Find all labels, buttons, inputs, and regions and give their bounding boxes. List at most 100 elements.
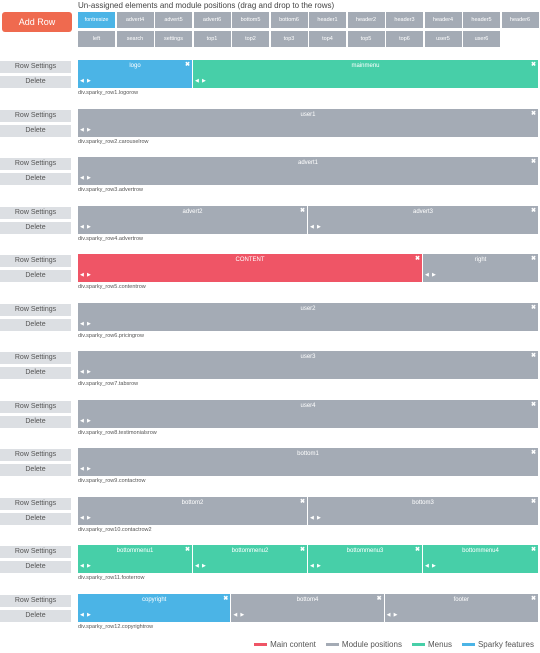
close-icon[interactable]: ✖ xyxy=(530,498,536,505)
module-bottom2[interactable]: bottom2 ✖ ◀ ▶ xyxy=(78,496,307,525)
close-icon[interactable]: ✖ xyxy=(530,207,536,214)
grow-right-icon[interactable]: ▶ xyxy=(202,563,206,569)
module-bottommenu4[interactable]: bottommenu4 ✖ ◀ ▶ xyxy=(423,545,538,573)
module-right[interactable]: right ✖ ◀ ▶ xyxy=(423,254,538,282)
shrink-left-icon[interactable]: ◀ xyxy=(386,611,391,618)
row-delete-button[interactable]: Delete xyxy=(0,367,71,379)
row-settings-button[interactable]: Row Settings xyxy=(0,109,71,122)
grow-right-icon[interactable]: ▶ xyxy=(87,514,91,521)
row-settings-button[interactable]: Row Settings xyxy=(0,255,71,267)
row-settings-button[interactable]: Row Settings xyxy=(0,449,71,461)
grow-right-icon[interactable]: ▶ xyxy=(432,563,436,569)
shrink-left-icon[interactable]: ◀ xyxy=(80,417,84,424)
pool-tile-fontresize[interactable]: fontresize xyxy=(78,12,115,28)
pool-tile-header4[interactable]: header4 xyxy=(424,12,462,28)
shrink-left-icon[interactable]: ◀ xyxy=(80,78,84,84)
close-icon[interactable]: ✖ xyxy=(530,256,536,262)
row-settings-button[interactable]: Row Settings xyxy=(0,497,71,510)
shrink-left-icon[interactable]: ◀ xyxy=(80,514,84,521)
module-bottom1[interactable]: bottom1 ✖ ◀ ▶ xyxy=(78,448,538,476)
module-advert1[interactable]: advert1 ✖ ◀ ▶ xyxy=(78,157,538,185)
pool-tile-header6[interactable]: header6 xyxy=(501,12,539,28)
row-delete-button[interactable]: Delete xyxy=(0,464,71,476)
module-logo[interactable]: logo ✖ ◀ ▶ xyxy=(78,60,192,88)
close-icon[interactable]: ✖ xyxy=(530,450,536,456)
pool-tile-top3[interactable]: top3 xyxy=(270,31,308,47)
module-footer[interactable]: footer ✖ ◀ ▶ xyxy=(384,593,538,622)
module-bottom3[interactable]: bottom3 ✖ ◀ ▶ xyxy=(308,496,538,525)
module-advert2[interactable]: advert2 ✖ ◀ ▶ xyxy=(78,205,307,234)
pool-tile-left[interactable]: left xyxy=(78,31,115,47)
pool-tile-header3[interactable]: header3 xyxy=(386,12,423,28)
pool-tile-header5[interactable]: header5 xyxy=(463,12,500,28)
row-delete-button[interactable]: Delete xyxy=(0,270,71,282)
row-settings-button[interactable]: Row Settings xyxy=(0,61,71,73)
grow-right-icon[interactable]: ▶ xyxy=(240,611,245,618)
pool-tile-settings[interactable]: settings xyxy=(155,31,192,47)
row-settings-button[interactable]: Row Settings xyxy=(0,352,71,364)
pool-tile-top6[interactable]: top6 xyxy=(386,31,423,47)
close-icon[interactable]: ✖ xyxy=(530,401,536,408)
pool-tile-bottom5[interactable]: bottom5 xyxy=(232,12,269,28)
close-icon[interactable]: ✖ xyxy=(530,62,536,68)
module-user1[interactable]: user1 ✖ ◀ ▶ xyxy=(78,108,538,137)
row-delete-button[interactable]: Delete xyxy=(0,512,71,525)
pool-tile-bottom6[interactable]: bottom6 xyxy=(270,12,308,28)
close-icon[interactable]: ✖ xyxy=(414,547,420,553)
row-settings-button[interactable]: Row Settings xyxy=(0,400,71,413)
shrink-left-icon[interactable]: ◀ xyxy=(80,466,84,472)
module-user2[interactable]: user2 ✖ ◀ ▶ xyxy=(78,302,538,331)
grow-right-icon[interactable]: ▶ xyxy=(317,514,321,521)
add-row-button[interactable]: Add Row xyxy=(2,12,72,32)
row-settings-button[interactable]: Row Settings xyxy=(0,206,71,219)
shrink-left-icon[interactable]: ◀ xyxy=(80,272,84,278)
grow-right-icon[interactable]: ▶ xyxy=(317,223,321,230)
shrink-left-icon[interactable]: ◀ xyxy=(310,223,314,230)
grow-right-icon[interactable]: ▶ xyxy=(393,611,398,618)
pool-tile-top4[interactable]: top4 xyxy=(309,31,346,47)
shrink-left-icon[interactable]: ◀ xyxy=(80,611,84,618)
close-icon[interactable]: ✖ xyxy=(299,547,305,553)
row-delete-button[interactable]: Delete xyxy=(0,76,71,88)
close-icon[interactable]: ✖ xyxy=(530,547,536,553)
row-delete-button[interactable]: Delete xyxy=(0,124,71,137)
grow-right-icon[interactable]: ▶ xyxy=(432,272,436,278)
shrink-left-icon[interactable]: ◀ xyxy=(80,320,84,327)
shrink-left-icon[interactable]: ◀ xyxy=(80,223,84,230)
grow-right-icon[interactable]: ▶ xyxy=(87,611,91,618)
pool-tile-advert5[interactable]: advert5 xyxy=(155,12,192,28)
pool-tile-header1[interactable]: header1 xyxy=(309,12,346,28)
pool-tile-search[interactable]: search xyxy=(116,31,154,47)
module-bottommenu2[interactable]: bottommenu2 ✖ ◀ ▶ xyxy=(193,545,307,573)
grow-right-icon[interactable]: ▶ xyxy=(87,320,91,327)
close-icon[interactable]: ✖ xyxy=(184,62,190,68)
close-icon[interactable]: ✖ xyxy=(530,595,536,602)
close-icon[interactable]: ✖ xyxy=(184,547,190,553)
module-bottom4[interactable]: bottom4 ✖ ◀ ▶ xyxy=(231,593,384,622)
module-user4[interactable]: user4 ✖ ◀ ▶ xyxy=(78,399,538,428)
close-icon[interactable]: ✖ xyxy=(530,353,536,359)
close-icon[interactable]: ✖ xyxy=(299,498,305,505)
row-delete-button[interactable]: Delete xyxy=(0,561,71,573)
shrink-left-icon[interactable]: ◀ xyxy=(425,563,429,569)
grow-right-icon[interactable]: ▶ xyxy=(202,78,206,84)
close-icon[interactable]: ✖ xyxy=(376,595,382,602)
row-settings-button[interactable]: Row Settings xyxy=(0,303,71,316)
close-icon[interactable]: ✖ xyxy=(530,159,536,165)
pool-tile-user5[interactable]: user5 xyxy=(424,31,462,47)
pool-tile-top5[interactable]: top5 xyxy=(347,31,385,47)
row-settings-button[interactable]: Row Settings xyxy=(0,594,71,607)
row-settings-button[interactable]: Row Settings xyxy=(0,158,71,170)
shrink-left-icon[interactable]: ◀ xyxy=(310,514,314,521)
row-delete-button[interactable]: Delete xyxy=(0,221,71,234)
pool-tile-user6[interactable]: user6 xyxy=(463,31,500,47)
grow-right-icon[interactable]: ▶ xyxy=(87,563,91,569)
pool-tile-top2[interactable]: top2 xyxy=(232,31,269,47)
shrink-left-icon[interactable]: ◀ xyxy=(195,563,199,569)
shrink-left-icon[interactable]: ◀ xyxy=(80,175,84,181)
grow-right-icon[interactable]: ▶ xyxy=(87,417,91,424)
grow-right-icon[interactable]: ▶ xyxy=(87,369,91,375)
shrink-left-icon[interactable]: ◀ xyxy=(310,563,314,569)
shrink-left-icon[interactable]: ◀ xyxy=(233,611,238,618)
shrink-left-icon[interactable]: ◀ xyxy=(195,78,199,84)
